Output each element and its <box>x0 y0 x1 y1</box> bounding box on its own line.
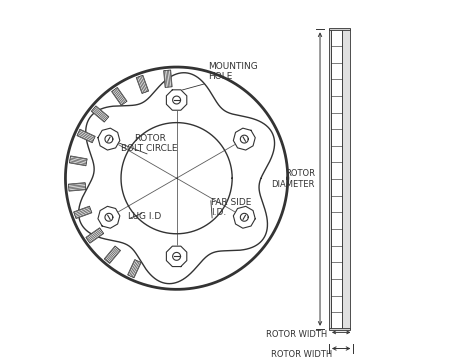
Polygon shape <box>166 90 187 110</box>
Text: ROTOR
DIAMETER: ROTOR DIAMETER <box>271 169 315 189</box>
Polygon shape <box>128 260 141 278</box>
Polygon shape <box>136 75 148 93</box>
Polygon shape <box>104 246 121 264</box>
Text: FAR SIDE
I.D.: FAR SIDE I.D. <box>211 198 251 217</box>
Polygon shape <box>234 128 255 150</box>
Polygon shape <box>98 206 120 228</box>
Polygon shape <box>91 106 109 122</box>
Text: MOUNTING
HOLE: MOUNTING HOLE <box>208 62 257 81</box>
Bar <box>342 29 350 329</box>
Text: ROTOR WIDTH: ROTOR WIDTH <box>266 330 327 339</box>
Bar <box>331 29 342 329</box>
Polygon shape <box>74 206 92 219</box>
Text: ROTOR
BOLT CIRCLE: ROTOR BOLT CIRCLE <box>122 134 178 153</box>
Bar <box>329 28 350 30</box>
Polygon shape <box>77 129 95 143</box>
Polygon shape <box>98 128 120 150</box>
Bar <box>329 328 350 330</box>
Polygon shape <box>69 156 87 166</box>
Polygon shape <box>68 182 86 191</box>
Polygon shape <box>112 88 127 105</box>
Bar <box>329 29 331 329</box>
Text: LUG I.D: LUG I.D <box>128 212 161 221</box>
Polygon shape <box>234 206 255 228</box>
Polygon shape <box>86 228 104 243</box>
Polygon shape <box>164 70 172 87</box>
Polygon shape <box>166 246 187 266</box>
Text: ROTOR WIDTH: ROTOR WIDTH <box>271 350 332 359</box>
